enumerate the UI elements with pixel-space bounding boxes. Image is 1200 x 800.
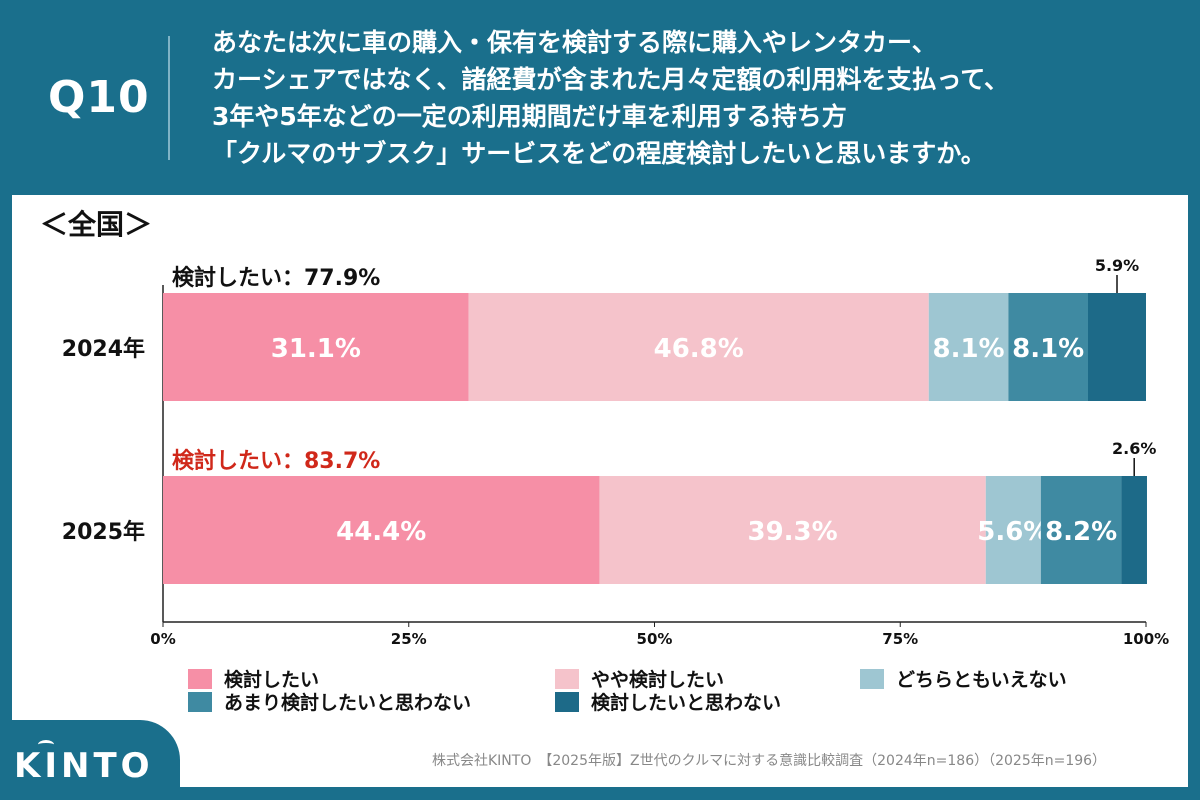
legend-swatch bbox=[188, 669, 212, 689]
legend-item-5: 検討したいと思わない bbox=[555, 688, 781, 715]
bar-segment bbox=[928, 293, 1009, 401]
bar-segment bbox=[1008, 293, 1089, 401]
value-label: 8.1% bbox=[1012, 334, 1084, 364]
legend-swatch bbox=[555, 669, 579, 689]
x-tick-label: 50% bbox=[637, 630, 673, 648]
question-text: あなたは次に車の購入・保有を検討する際に購入やレンタカー、 カーシェアではなく、… bbox=[212, 24, 1172, 172]
logo-tab bbox=[0, 720, 180, 800]
value-label: 44.4% bbox=[336, 517, 426, 547]
x-tick-label: 25% bbox=[391, 630, 427, 648]
bar-segment bbox=[985, 476, 1041, 584]
value-label: 46.8% bbox=[654, 334, 744, 364]
source-footer: 株式会社KINTO 【2025年版】Z世代のクルマに対する意識比較調査（2024… bbox=[432, 753, 1107, 769]
question-line: カーシェアではなく、諸経費が含まれた月々定額の利用料を支払って、 bbox=[212, 65, 1010, 94]
bar-segment bbox=[1121, 476, 1147, 584]
legend-label: 検討したいと思わない bbox=[591, 692, 782, 714]
bar-segment bbox=[1040, 476, 1122, 584]
x-tick-label: 0% bbox=[150, 630, 175, 648]
region-label: ＜全国＞ bbox=[40, 208, 153, 241]
legend-label: 検討したい bbox=[224, 669, 320, 691]
summary-label: 検討したい：77.9% bbox=[172, 265, 380, 291]
kinto-logo: KINTO bbox=[14, 746, 154, 786]
legend-label: あまり検討したいと思わない bbox=[224, 692, 472, 714]
question-line: 「クルマのサブスク」サービスをどの程度検討したいと思いますか。 bbox=[212, 139, 986, 168]
legend-item-4: あまり検討したいと思わない bbox=[188, 688, 471, 715]
value-label: 8.2% bbox=[1045, 517, 1117, 547]
legend-swatch bbox=[860, 669, 884, 689]
category-label: 2024年 bbox=[62, 336, 145, 362]
summary-label: 検討したい：83.7% bbox=[172, 448, 380, 474]
legend-label: どちらともいえない bbox=[896, 669, 1067, 691]
legend-swatch bbox=[555, 692, 579, 712]
question-line: 3年や5年などの一定の利用期間だけ車を利用する持ち方 bbox=[212, 102, 847, 131]
legend-item-3: どちらともいえない bbox=[860, 665, 1067, 692]
question-number: Q10 bbox=[48, 72, 150, 123]
question-header: Q10 あなたは次に車の購入・保有を検討する際に購入やレンタカー、 カーシェアで… bbox=[0, 0, 1200, 195]
legend-item-2: やや検討したい bbox=[555, 665, 724, 692]
category-label: 2025年 bbox=[62, 519, 145, 545]
header-divider bbox=[168, 36, 170, 160]
value-label: 5.9% bbox=[1095, 256, 1139, 275]
bar-segment bbox=[163, 476, 600, 584]
bar-segment bbox=[1088, 293, 1146, 401]
value-label: 8.1% bbox=[933, 334, 1005, 364]
value-label: 31.1% bbox=[271, 334, 361, 364]
value-label: 5.6% bbox=[977, 517, 1049, 547]
bar-segment bbox=[163, 293, 469, 401]
x-tick-label: 75% bbox=[882, 630, 918, 648]
logo-arc bbox=[38, 740, 54, 749]
value-label: 39.3% bbox=[748, 517, 838, 547]
x-tick-label: 100% bbox=[1123, 630, 1169, 648]
bar-segment bbox=[468, 293, 929, 401]
bar-segment bbox=[599, 476, 986, 584]
legend-item-1: 検討したい bbox=[188, 665, 319, 692]
legend-label: やや検討したい bbox=[591, 669, 725, 691]
value-label: 2.6% bbox=[1112, 439, 1156, 458]
legend-swatch bbox=[188, 692, 212, 712]
question-line: あなたは次に車の購入・保有を検討する際に購入やレンタカー、 bbox=[212, 28, 937, 57]
